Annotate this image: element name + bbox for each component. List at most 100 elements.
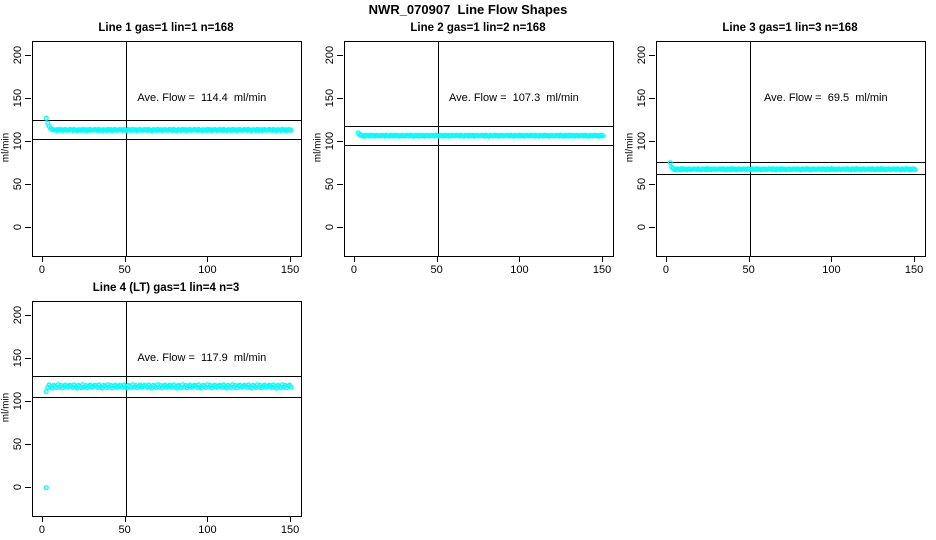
- y-axis-tick: [25, 486, 31, 488]
- y-axis-tick-label: 50: [636, 177, 648, 190]
- plot-area: Ave. Flow = 107.3 ml/min: [344, 41, 614, 257]
- y-axis-tick: [337, 140, 343, 142]
- reference-line: [33, 139, 301, 141]
- x-axis-tick: [602, 256, 604, 262]
- x-axis-tick-label: 100: [822, 264, 841, 276]
- page-title: NWR_070907 Line Flow Shapes: [368, 2, 568, 17]
- x-axis-tick: [124, 256, 126, 262]
- y-axis-tick-label: 150: [636, 88, 648, 107]
- y-axis-tick: [25, 443, 31, 445]
- x-axis-tick: [207, 256, 209, 262]
- y-axis-tick-label: 0: [12, 223, 24, 230]
- scatter-points: [43, 382, 294, 491]
- x-axis-tick-label: 50: [118, 524, 131, 536]
- x-axis-tick-label: 150: [280, 524, 300, 536]
- x-axis-tick: [748, 256, 750, 262]
- panel-line-3: Line 3 gas=1 lin=3 n=168 Ave. Flow = 69.…: [625, 22, 926, 276]
- reference-line: [33, 119, 301, 121]
- x-axis-tick: [124, 516, 126, 522]
- y-axis-tick-label: 200: [12, 305, 24, 324]
- panel-line-4: Line 4 (LT) gas=1 lin=4 n=3 Ave. Flow = …: [1, 282, 302, 536]
- x-axis-tick: [41, 516, 43, 522]
- y-axis-tick: [25, 314, 31, 316]
- y-axis-label: ml/min: [0, 132, 12, 163]
- vertical-marker-line: [437, 42, 439, 256]
- y-axis-tick: [337, 97, 343, 99]
- y-axis-tick-label: 100: [324, 131, 336, 150]
- reference-line: [33, 396, 301, 398]
- reference-line: [345, 144, 613, 146]
- y-axis-tick-label: 150: [12, 88, 24, 107]
- y-axis-label: ml/min: [0, 392, 12, 423]
- x-axis-tick-label: 0: [38, 264, 45, 276]
- ave-flow-label: Ave. Flow = 107.3 ml/min: [448, 91, 579, 104]
- scatter-points: [355, 130, 606, 139]
- x-axis-tick: [290, 256, 292, 262]
- panel-title: Line 3 gas=1 lin=3 n=168: [722, 22, 858, 34]
- vertical-marker-line: [125, 42, 127, 256]
- y-axis-tick: [649, 97, 655, 99]
- y-axis-tick: [25, 357, 31, 359]
- y-axis-tick-label: 200: [12, 45, 24, 64]
- y-axis-tick-label: 100: [12, 131, 24, 150]
- ave-flow-label: Ave. Flow = 114.4 ml/min: [137, 91, 267, 104]
- scatter-points: [667, 160, 918, 173]
- y-axis-tick-label: 50: [12, 437, 24, 450]
- reference-line: [345, 126, 613, 128]
- ave-flow-label: Ave. Flow = 117.9 ml/min: [137, 351, 267, 364]
- x-axis-tick-label: 50: [118, 264, 131, 276]
- y-axis-tick: [337, 183, 343, 185]
- y-axis-tick: [337, 54, 343, 56]
- x-axis-tick-label: 100: [198, 524, 217, 536]
- x-axis-tick: [436, 256, 438, 262]
- y-axis-tick: [25, 140, 31, 142]
- y-axis-tick: [649, 54, 655, 56]
- x-axis-tick: [914, 256, 916, 262]
- y-axis-tick: [337, 226, 343, 228]
- y-axis-tick-label: 0: [12, 483, 24, 490]
- y-axis-label: ml/min: [312, 132, 324, 163]
- x-axis-tick: [290, 516, 292, 522]
- y-axis-tick: [25, 183, 31, 185]
- x-axis-tick: [519, 256, 521, 262]
- x-axis-tick-label: 150: [904, 264, 924, 276]
- y-axis-tick: [25, 97, 31, 99]
- reference-line: [657, 173, 925, 175]
- panel-line-2: Line 2 gas=1 lin=2 n=168 Ave. Flow = 107…: [313, 22, 614, 276]
- x-axis-tick-label: 150: [280, 264, 300, 276]
- y-axis-tick-label: 50: [12, 177, 24, 190]
- y-axis-tick-label: 200: [636, 45, 648, 64]
- scatter-points: [43, 115, 294, 134]
- x-axis-tick-label: 50: [742, 264, 755, 276]
- panel-title: Line 2 gas=1 lin=2 n=168: [410, 22, 546, 34]
- y-axis-tick-label: 200: [324, 45, 336, 64]
- vertical-marker-line: [749, 42, 751, 256]
- y-axis-tick-label: 150: [12, 348, 24, 367]
- panel-line-1: Line 1 gas=1 lin=1 n=168 Ave. Flow = 114…: [1, 22, 302, 276]
- y-axis-tick-label: 50: [324, 177, 336, 190]
- x-axis-tick-label: 0: [38, 524, 45, 536]
- y-axis-tick-label: 150: [324, 88, 336, 107]
- y-axis-tick: [25, 54, 31, 56]
- x-axis-tick-label: 0: [350, 264, 357, 276]
- plot-area: Ave. Flow = 69.5 ml/min: [656, 41, 926, 257]
- x-axis-tick-label: 100: [510, 264, 529, 276]
- panel-title: Line 1 gas=1 lin=1 n=168: [98, 22, 234, 34]
- y-axis-tick-label: 100: [12, 391, 24, 410]
- ave-flow-label: Ave. Flow = 69.5 ml/min: [764, 91, 888, 104]
- x-axis-tick: [207, 516, 209, 522]
- x-axis-tick: [353, 256, 355, 262]
- x-axis-tick-label: 0: [662, 264, 669, 276]
- y-axis-tick: [649, 183, 655, 185]
- y-axis-tick-label: 0: [636, 223, 648, 230]
- y-axis-tick-label: 0: [324, 223, 336, 230]
- reference-line: [657, 161, 925, 163]
- reference-line: [33, 376, 301, 378]
- x-axis-tick: [41, 256, 43, 262]
- panel-title: Line 4 (LT) gas=1 lin=4 n=3: [92, 282, 240, 294]
- vertical-marker-line: [125, 302, 127, 516]
- y-axis-tick: [649, 226, 655, 228]
- x-axis-tick-label: 150: [592, 264, 612, 276]
- y-axis-tick: [25, 226, 31, 228]
